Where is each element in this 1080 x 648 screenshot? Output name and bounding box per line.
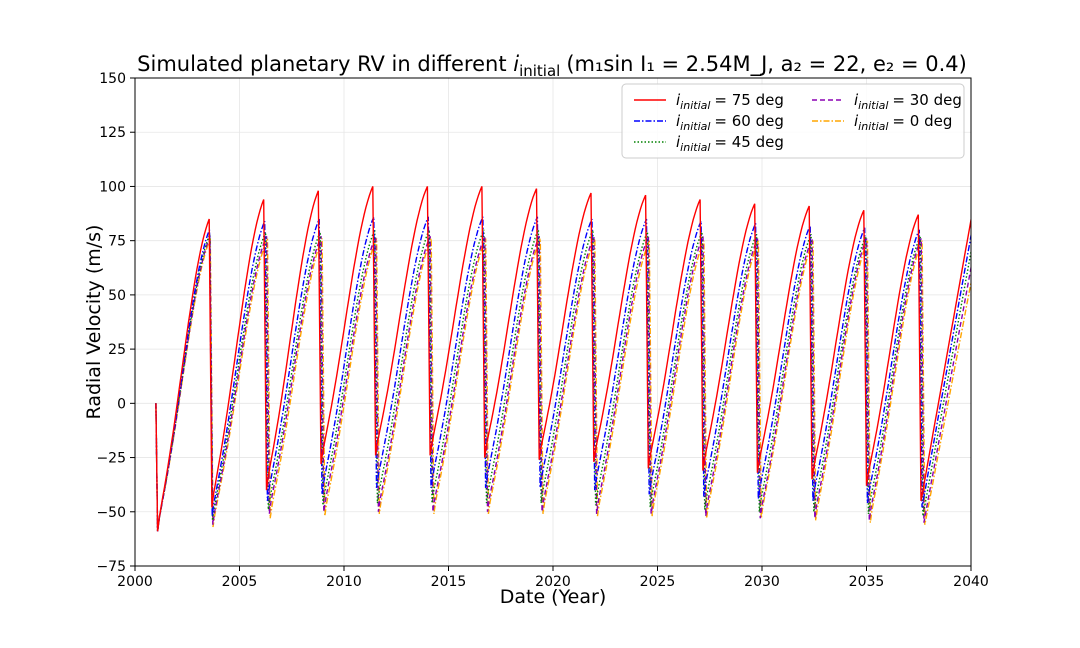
legend-var: i bbox=[676, 91, 681, 109]
x-tick-label: 2010 bbox=[326, 574, 362, 590]
y-tick-label: 0 bbox=[117, 396, 126, 412]
y-tick-label: −75 bbox=[96, 559, 126, 575]
y-tick-label: −25 bbox=[96, 451, 126, 467]
series-line-1 bbox=[155, 216, 971, 532]
legend-var-sub: initial bbox=[858, 120, 888, 133]
series-line-0 bbox=[155, 186, 971, 532]
legend-label: iinitial = 75 deg bbox=[676, 91, 784, 112]
series-line-4 bbox=[155, 238, 971, 532]
y-tick-label: 150 bbox=[99, 71, 126, 87]
title-var-sub: initial bbox=[519, 62, 560, 80]
title-params: (m₁sin I₁ = 2.54M_J, a₂ = 22, e₂ = 0.4) bbox=[566, 52, 967, 77]
legend-value: = 0 deg bbox=[892, 112, 952, 130]
x-tick-label: 2005 bbox=[222, 574, 258, 590]
legend-box bbox=[621, 83, 965, 159]
legend-value: = 45 deg bbox=[714, 133, 783, 151]
y-tick-label: 75 bbox=[108, 234, 126, 250]
legend-var-sub: initial bbox=[858, 99, 888, 112]
y-tick-label: 100 bbox=[99, 179, 126, 195]
y-axis-title: Radial Velocity (m/s) bbox=[83, 225, 105, 420]
y-tick-label: −50 bbox=[96, 505, 126, 521]
x-tick-label: 2040 bbox=[953, 574, 989, 590]
legend-var-sub: initial bbox=[680, 99, 710, 112]
legend-value: = 60 deg bbox=[714, 112, 783, 130]
series-line-3 bbox=[155, 236, 971, 532]
legend-label: iinitial = 60 deg bbox=[676, 112, 784, 133]
legend-label: iinitial = 45 deg bbox=[676, 133, 784, 154]
title-var: i bbox=[513, 52, 519, 76]
x-tick-label: 2015 bbox=[431, 574, 467, 590]
y-tick-label: 50 bbox=[108, 288, 126, 304]
plot-series bbox=[155, 186, 971, 532]
legend-value: = 30 deg bbox=[892, 91, 961, 109]
legend-var: i bbox=[854, 91, 859, 109]
legend-label: iinitial = 0 deg bbox=[854, 112, 952, 133]
legend-value: = 75 deg bbox=[714, 91, 783, 109]
x-axis: 2000 2005 2010 2015 2020 2025 2030 2035 2040 bbox=[117, 566, 989, 590]
series-line-2 bbox=[155, 229, 971, 532]
y-tick-label: 125 bbox=[99, 125, 126, 141]
title-prefix: Simulated planetary RV in different bbox=[137, 52, 513, 76]
x-axis-title: Date (Year) bbox=[500, 586, 607, 608]
legend-var-sub: initial bbox=[680, 120, 710, 133]
x-tick-label: 2025 bbox=[640, 574, 676, 590]
legend-var: i bbox=[854, 112, 859, 130]
y-axis: −75 −50 −25 0 25 50 75 100 125 150 bbox=[96, 71, 135, 575]
legend-var: i bbox=[676, 133, 681, 151]
legend-var: i bbox=[676, 112, 681, 130]
legend-var-sub: initial bbox=[680, 141, 710, 154]
x-tick-label: 2020 bbox=[535, 574, 571, 590]
legend-label: iinitial = 30 deg bbox=[854, 91, 962, 112]
x-tick-label: 2030 bbox=[744, 574, 780, 590]
y-tick-label: 25 bbox=[108, 342, 126, 358]
x-tick-label: 2000 bbox=[117, 574, 153, 590]
x-tick-label: 2035 bbox=[849, 574, 885, 590]
chart-title: Simulated planetary RV in different iini… bbox=[137, 52, 967, 80]
